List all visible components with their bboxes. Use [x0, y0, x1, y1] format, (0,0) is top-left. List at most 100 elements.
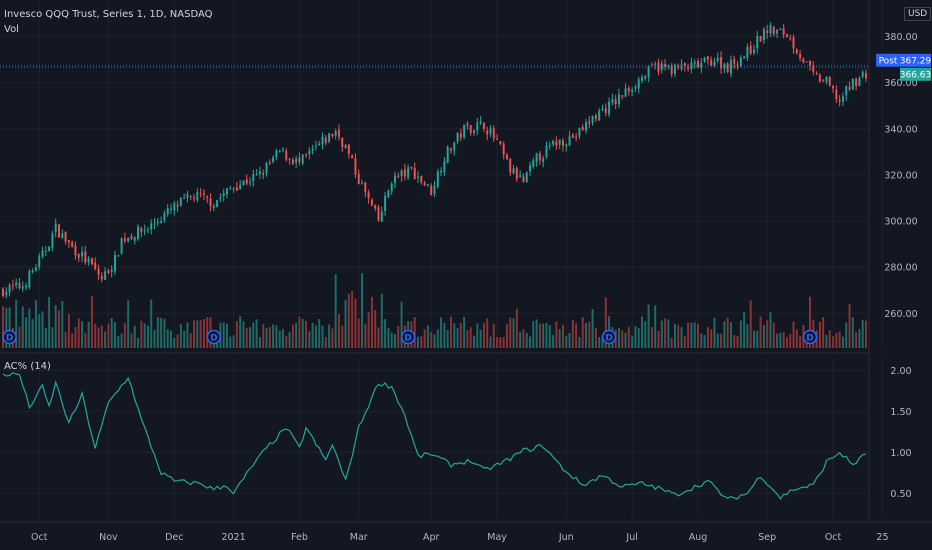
dividend-marker — [206, 329, 222, 345]
candle-body — [258, 171, 261, 175]
volume-bar — [746, 324, 749, 348]
candle-body — [199, 193, 202, 195]
candle-body — [77, 254, 80, 258]
candle-body — [743, 56, 746, 59]
candle-body — [677, 65, 680, 68]
currency-button[interactable]: USD — [904, 7, 932, 21]
volume-bar — [114, 322, 116, 348]
candle-body — [436, 171, 439, 187]
volume-bar — [822, 316, 825, 348]
candle-body — [189, 195, 192, 197]
volume-bar — [588, 321, 591, 348]
volume-bar — [571, 319, 574, 348]
volume-bar — [766, 320, 769, 348]
candle-body — [697, 61, 699, 67]
volume-bar — [723, 321, 726, 348]
volume-bar — [670, 337, 673, 348]
volume-bar — [818, 321, 821, 348]
candle-body — [664, 64, 667, 67]
volume-bar — [347, 293, 350, 348]
volume-bar — [650, 327, 653, 348]
candle-body — [127, 237, 130, 242]
volume-bar — [716, 333, 719, 348]
time-tick-label: Oct — [825, 532, 842, 543]
candle-body — [390, 183, 393, 192]
candle-body — [44, 250, 47, 252]
volume-bar — [337, 313, 340, 348]
candle-body — [426, 184, 429, 186]
volume-bar — [344, 299, 347, 348]
volume-bar — [700, 333, 703, 348]
volume-bar — [90, 296, 93, 348]
candle-body — [753, 49, 755, 53]
candle-body — [832, 85, 835, 89]
candle-body — [84, 251, 87, 263]
candle-body — [370, 199, 373, 206]
volume-bar — [832, 336, 835, 348]
candle-body — [496, 138, 499, 141]
time-tick-label: Jun — [558, 532, 574, 543]
volume-bar — [519, 332, 522, 348]
candle-body — [245, 179, 248, 184]
volume-bar — [94, 323, 97, 348]
candle-body — [535, 153, 538, 162]
indicator-legend[interactable]: AC% (14) — [4, 361, 51, 372]
candle-body — [624, 88, 627, 97]
candle-body — [538, 153, 541, 161]
volume-bar — [74, 327, 77, 348]
volume-bar — [186, 322, 189, 348]
volume-bar — [743, 311, 746, 348]
volume-bar — [486, 318, 489, 348]
volume-bar — [318, 319, 321, 348]
candle-body — [772, 26, 775, 35]
volume-bar — [713, 317, 716, 348]
candle-body — [374, 205, 377, 209]
volume-bar — [341, 325, 344, 348]
indicator-tick-label: 1.50 — [890, 407, 911, 418]
volume-bar — [845, 322, 848, 348]
volume-bar — [496, 337, 499, 348]
dividend-marker-label: D — [806, 334, 813, 344]
time-tick-label: Apr — [423, 532, 440, 543]
volume-bar — [865, 320, 867, 348]
volume-bar — [634, 326, 637, 348]
volume-bar — [331, 328, 334, 348]
volume-bar — [502, 337, 505, 348]
candle-body — [34, 267, 37, 271]
symbol-title[interactable]: Invesco QQQ Trust, Series 1, 1D, NASDAQ — [4, 9, 213, 20]
time-tick-label: Mar — [350, 532, 368, 543]
candle-body — [736, 64, 739, 66]
volume-legend[interactable]: Vol — [4, 24, 19, 35]
candle-body — [31, 270, 34, 273]
volume-bar — [828, 330, 831, 348]
candle-body — [25, 285, 28, 288]
volume-bar — [166, 329, 169, 348]
candle-body — [110, 269, 113, 273]
candle-body — [351, 155, 354, 159]
volume-bar — [809, 296, 811, 348]
candle-body — [799, 53, 802, 59]
candle-body — [133, 237, 136, 241]
volume-bar — [189, 333, 192, 348]
indicator-tick-label: 0.50 — [890, 489, 911, 500]
volume-bar — [594, 327, 597, 348]
volume-bar — [858, 329, 861, 348]
candle-body — [449, 148, 452, 151]
volume-bar — [8, 307, 11, 348]
candle-body — [532, 160, 535, 167]
candle-body — [673, 64, 676, 74]
candle-body — [51, 233, 54, 248]
volume-bar — [423, 329, 426, 348]
volume-bar — [762, 324, 765, 348]
volume-bar — [430, 331, 433, 348]
volume-bar — [77, 318, 80, 348]
volume-bar — [226, 323, 228, 348]
volume-bar — [436, 329, 439, 348]
candle-body — [749, 45, 752, 54]
candle-body — [137, 226, 140, 240]
volume-bar — [779, 332, 782, 348]
volume-bar — [384, 319, 387, 348]
